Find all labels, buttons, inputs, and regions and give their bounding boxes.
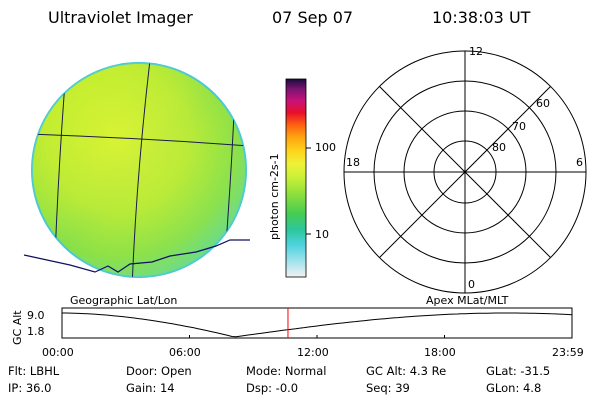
time-tick-2359: 23:59 — [552, 346, 584, 359]
coastline — [23, 239, 250, 273]
date-label: 07 Sep 07 — [272, 8, 354, 27]
time-tick-1200: 12:00 — [297, 346, 329, 359]
apex-grid-label: Apex MLat/MLT — [426, 294, 509, 307]
colorbar — [285, 78, 311, 278]
colorbar-label-10: 10 — [315, 228, 329, 241]
status-gain: Gain: 14 — [126, 381, 175, 395]
colorbar-unit-label: photon cm-2s-1 — [268, 153, 281, 240]
status-seq: Seq: 39 — [366, 381, 410, 395]
mlt-label-6: 6 — [576, 156, 583, 169]
mlat-label-60: 60 — [536, 97, 550, 110]
status-ip: IP: 36.0 — [8, 381, 52, 395]
mlt-label-18: 18 — [346, 156, 360, 169]
status-glat: GLat: -31.5 — [486, 364, 551, 378]
altitude-plot — [61, 307, 573, 339]
altitude-curve — [62, 312, 573, 338]
mlat-label-70: 70 — [512, 120, 526, 133]
polar-plot — [343, 50, 587, 294]
status-gc-alt: GC Alt: 4.3 Re — [366, 364, 447, 378]
altitude-tick-9: 9.0 — [27, 309, 45, 322]
status-door: Door: Open — [126, 364, 192, 378]
colorbar-label-100: 100 — [315, 141, 336, 154]
polar-diagonal-2 — [379, 86, 551, 258]
geographic-grid-label: Geographic Lat/Lon — [70, 294, 178, 307]
status-glon: GLon: 4.8 — [486, 381, 542, 395]
altitude-axis-label: GC Alt — [11, 310, 24, 345]
uv-earth-image — [23, 62, 250, 278]
time-tick-0000: 00:00 — [42, 346, 74, 359]
status-dsp: Dsp: -0.0 — [246, 381, 299, 395]
time-label: 10:38:03 UT — [432, 8, 531, 27]
mlt-label-12: 12 — [469, 45, 483, 58]
time-tick-0600: 06:00 — [169, 346, 201, 359]
mlt-label-0: 0 — [468, 278, 475, 291]
mlat-label-80: 80 — [492, 141, 506, 154]
time-tick-1800: 18:00 — [424, 346, 456, 359]
colorbar-scale — [285, 78, 307, 278]
status-mode: Mode: Normal — [246, 364, 327, 378]
status-filter: Flt: LBHL — [8, 364, 60, 378]
altitude-tick-1-8: 1.8 — [27, 325, 45, 338]
instrument-title: Ultraviolet Imager — [48, 8, 193, 27]
